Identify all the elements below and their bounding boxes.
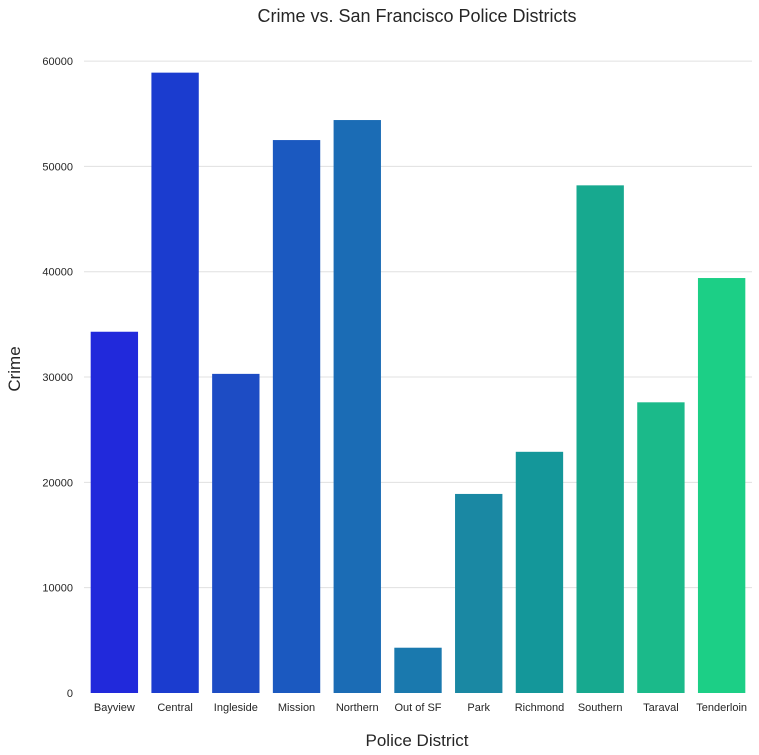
y-tick-label: 60000 [42,56,73,68]
bar [212,373,260,693]
y-axis-ticks: 0 10000 20000 30000 40000 50000 60000 [42,56,73,700]
bar [515,451,564,693]
x-tick-label: Tenderloin [696,702,747,714]
x-axis-ticks: Bayview Central Ingleside Mission Northern Ou… [94,702,747,714]
x-tick-label: Southern [578,702,623,714]
bar [272,140,321,693]
y-axis-label: Crime [5,346,24,391]
y-tick-label: 0 [67,688,73,700]
bar [637,402,685,693]
y-tick-label: 40000 [42,267,73,279]
x-axis-label: Police District [366,731,469,750]
chart-title: Crime vs. San Francisco Police Districts [257,6,576,26]
y-tick-label: 50000 [42,161,73,173]
x-tick-label: Ingleside [214,702,258,714]
y-tick-label: 30000 [42,372,73,384]
y-tick-label: 10000 [42,583,73,595]
bar [151,72,199,693]
bar [90,331,139,693]
x-tick-label: Bayview [94,702,135,714]
x-tick-label: Mission [278,702,315,714]
x-tick-label: Richmond [515,702,565,714]
bar [455,493,503,693]
bar [333,120,381,693]
x-tick-label: Northern [336,702,379,714]
x-tick-label: Park [467,702,490,714]
x-tick-label: Taraval [643,702,678,714]
bar [576,185,624,693]
bars [90,72,746,693]
x-tick-label: Central [157,702,192,714]
bar [697,278,746,693]
bar [394,647,442,693]
x-tick-label: Out of SF [394,702,441,714]
y-tick-label: 20000 [42,477,73,489]
